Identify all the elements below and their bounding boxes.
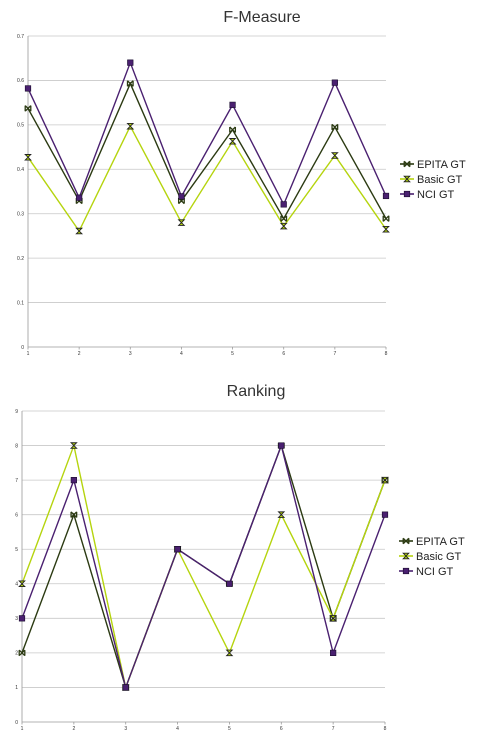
y-tick-label: 0.7 <box>17 34 24 40</box>
legend-marker <box>402 537 410 545</box>
data-point <box>330 649 337 656</box>
x-tick-label: 1 <box>21 726 24 731</box>
data-point <box>329 615 338 622</box>
x-tick-label: 2 <box>72 726 75 731</box>
data-point <box>279 222 288 230</box>
y-tick-label: 1 <box>15 685 18 691</box>
data-point <box>122 684 129 691</box>
x-tick-label: 7 <box>332 726 335 731</box>
chart-title: F-Measure <box>223 9 300 26</box>
series-line-basic-gt <box>21 443 386 690</box>
data-point <box>382 226 390 233</box>
y-tick-label: 0.6 <box>17 78 24 84</box>
y-tick-label: 9 <box>15 409 18 415</box>
data-point <box>225 649 234 657</box>
data-point <box>24 105 32 112</box>
f-measure-chart: F-Measure 0 0.1 0.2 0.3 0.4 0.5 0.6 0.7 1 2 3 4 5 6 7 8… <box>17 9 466 357</box>
data-point <box>70 511 78 518</box>
x-tick-label: 5 <box>228 726 231 731</box>
data-point <box>177 197 185 205</box>
data-point <box>24 154 32 161</box>
series-line-nci-gt <box>27 60 387 207</box>
y-tick-label: 3 <box>15 616 18 622</box>
data-point <box>24 85 32 92</box>
legend-label: NCI GT <box>416 566 454 578</box>
x-tick-label: 4 <box>176 726 179 731</box>
legend-marker <box>403 160 411 168</box>
legend-label: EPITA GT <box>416 536 465 548</box>
legend: EPITA GT Basic GT NCI GT <box>400 159 466 201</box>
y-tick-label: 8 <box>15 443 18 449</box>
x-tick-label: 6 <box>282 351 285 357</box>
x-tick-label: 4 <box>180 351 183 357</box>
y-tick-label: 0.1 <box>17 300 24 306</box>
data-point <box>381 476 389 484</box>
data-point <box>69 442 78 449</box>
y-tick-label: 0.3 <box>17 212 24 218</box>
data-point <box>127 59 134 66</box>
data-point <box>229 126 237 134</box>
legend-marker <box>402 567 410 575</box>
y-tick-label: 0 <box>21 345 24 351</box>
series-line-basic-gt <box>27 124 387 233</box>
x-tick-label: 8 <box>385 351 388 357</box>
y-tick-label: 2 <box>15 651 18 657</box>
data-point <box>177 219 186 226</box>
data-point <box>280 201 287 208</box>
y-tick-label: 6 <box>15 512 18 518</box>
data-point <box>381 511 389 518</box>
data-point <box>18 649 26 657</box>
x-tick-label: 3 <box>124 726 127 731</box>
data-point <box>18 615 26 622</box>
legend-label: NCI GT <box>417 189 455 201</box>
data-point <box>331 79 338 86</box>
x-tick-label: 3 <box>129 351 132 357</box>
data-point <box>278 442 285 449</box>
y-tick-label: 0.4 <box>17 167 24 173</box>
data-point <box>75 197 83 205</box>
x-tick-label: 7 <box>333 351 336 357</box>
data-point <box>331 123 339 131</box>
data-point <box>126 122 135 130</box>
data-point <box>228 138 237 145</box>
legend-marker <box>402 552 410 560</box>
y-tick-label: 0.2 <box>17 256 24 262</box>
data-point <box>280 215 288 222</box>
y-tick-label: 7 <box>15 478 18 484</box>
y-tick-label: 0 <box>15 720 18 726</box>
data-point <box>174 546 181 553</box>
data-point <box>229 101 236 108</box>
data-point <box>76 194 83 201</box>
data-point <box>178 193 185 200</box>
series-line-nci-gt <box>21 443 386 690</box>
data-point <box>382 215 390 222</box>
series-line-epita-gt <box>27 81 387 221</box>
legend-label: Basic GT <box>416 551 462 563</box>
data-point <box>18 580 26 588</box>
x-tick-label: 5 <box>231 351 234 357</box>
x-tick-label: 6 <box>280 726 283 731</box>
legend-label: EPITA GT <box>417 159 466 171</box>
legend: EPITA GT Basic GT NCI GT <box>399 536 465 578</box>
y-tick-label: 5 <box>15 547 18 553</box>
data-point <box>277 511 286 518</box>
data-point <box>226 580 233 587</box>
y-tick-label: 4 <box>15 582 18 588</box>
legend-marker <box>403 175 411 183</box>
data-point <box>330 152 339 159</box>
data-point <box>382 192 390 200</box>
data-point <box>70 477 77 484</box>
y-tick-label: 0.5 <box>17 123 24 129</box>
x-tick-label: 2 <box>78 351 81 357</box>
legend-marker <box>403 190 411 198</box>
legend-label: Basic GT <box>417 174 463 186</box>
chart-title: Ranking <box>227 383 286 400</box>
data-point <box>126 80 134 87</box>
x-tick-label: 1 <box>27 351 30 357</box>
data-point <box>75 227 84 235</box>
x-tick-label: 8 <box>384 726 387 731</box>
